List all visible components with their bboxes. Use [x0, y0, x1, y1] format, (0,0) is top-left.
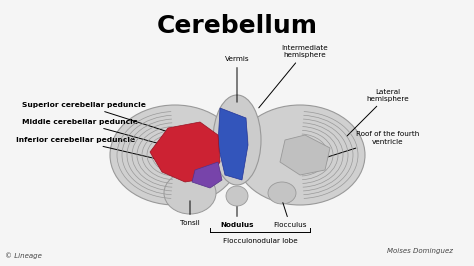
- Text: Middle cerebellar peduncle: Middle cerebellar peduncle: [22, 119, 173, 147]
- Ellipse shape: [235, 105, 365, 205]
- Ellipse shape: [213, 95, 261, 185]
- Text: Superior cerebellar peduncle: Superior cerebellar peduncle: [22, 102, 175, 134]
- Text: Vermis: Vermis: [225, 56, 249, 102]
- Polygon shape: [218, 108, 248, 180]
- Text: Flocculus: Flocculus: [273, 203, 307, 228]
- Ellipse shape: [110, 105, 240, 205]
- Text: Moises Dominguez: Moises Dominguez: [387, 248, 453, 254]
- Polygon shape: [192, 162, 222, 188]
- Text: Tonsil: Tonsil: [180, 201, 200, 226]
- Text: Inferior cerebellar peduncle: Inferior cerebellar peduncle: [16, 137, 167, 161]
- Text: Nodulus: Nodulus: [220, 205, 254, 228]
- Polygon shape: [280, 135, 330, 175]
- Text: Cerebellum: Cerebellum: [156, 14, 318, 38]
- Ellipse shape: [268, 182, 296, 204]
- Polygon shape: [150, 122, 220, 182]
- Text: © Lineage: © Lineage: [5, 252, 42, 259]
- Text: Intermediate
hemisphere: Intermediate hemisphere: [259, 45, 328, 108]
- Text: Roof of the fourth
ventricle: Roof of the fourth ventricle: [320, 131, 419, 159]
- Text: Flocculonodular lobe: Flocculonodular lobe: [223, 238, 297, 244]
- Ellipse shape: [164, 172, 216, 214]
- Text: Lateral
hemisphere: Lateral hemisphere: [347, 89, 410, 136]
- Ellipse shape: [226, 186, 248, 206]
